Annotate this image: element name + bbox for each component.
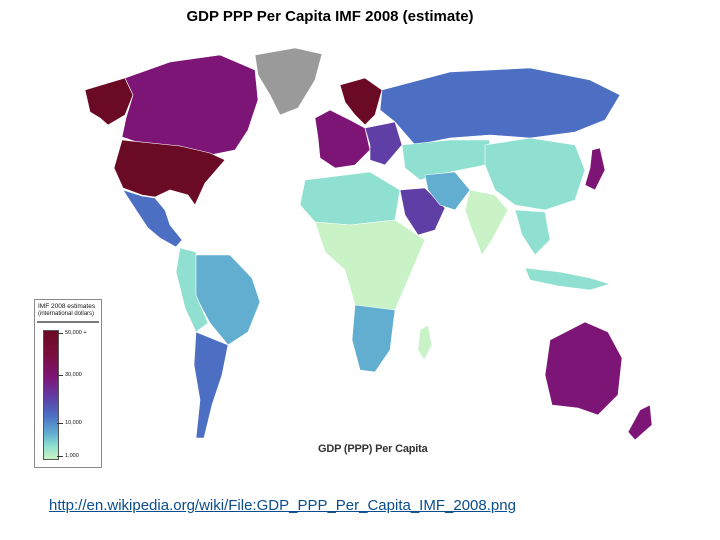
japan-region xyxy=(584,147,606,191)
russia-region xyxy=(379,67,621,146)
eastern-europe-region xyxy=(364,121,403,166)
iran-region xyxy=(424,171,471,211)
slide-title: GDP PPP Per Capita IMF 2008 (estimate) xyxy=(186,8,474,25)
western-europe-region xyxy=(314,109,371,169)
legend-label: 50,000 + xyxy=(65,330,87,336)
legend-tick xyxy=(57,456,63,457)
greenland-region xyxy=(254,47,323,116)
india-region xyxy=(464,189,509,256)
brazil-region xyxy=(194,254,261,346)
canada-region xyxy=(121,54,259,156)
legend-divider xyxy=(37,321,99,323)
china-region xyxy=(484,137,586,211)
arabia-region xyxy=(399,187,446,236)
australia-region xyxy=(544,321,623,416)
north-africa-region xyxy=(299,171,401,226)
source-link[interactable]: http://en.wikipedia.org/wiki/File:GDP_PP… xyxy=(49,497,516,514)
indonesia-region xyxy=(524,267,612,291)
new-zealand-region xyxy=(627,404,653,441)
legend-label: 30,000 xyxy=(65,372,82,378)
central-asia-region xyxy=(401,139,491,181)
map-legend: IMF 2008 estimates (international dollar… xyxy=(34,299,102,468)
scandinavia-region xyxy=(339,77,383,126)
legend-subtitle: (international dollars) xyxy=(38,311,95,317)
usa-region xyxy=(113,139,226,206)
legend-tick xyxy=(57,333,63,334)
southeast-asia-region xyxy=(514,209,551,256)
madagascar-region xyxy=(417,324,433,361)
world-map xyxy=(30,40,675,475)
map-caption: GDP (PPP) Per Capita xyxy=(318,443,428,455)
mexico-region xyxy=(122,189,183,248)
legend-tick xyxy=(57,423,63,424)
legend-label: 1,000 xyxy=(65,453,79,459)
southern-cone-region xyxy=(193,331,229,439)
legend-label: 10,000 xyxy=(65,420,82,426)
legend-title: IMF 2008 estimates xyxy=(38,303,96,310)
southern-africa-region xyxy=(351,304,396,373)
legend-color-scale xyxy=(43,330,59,460)
legend-tick xyxy=(57,375,63,376)
andean-region xyxy=(175,247,209,333)
